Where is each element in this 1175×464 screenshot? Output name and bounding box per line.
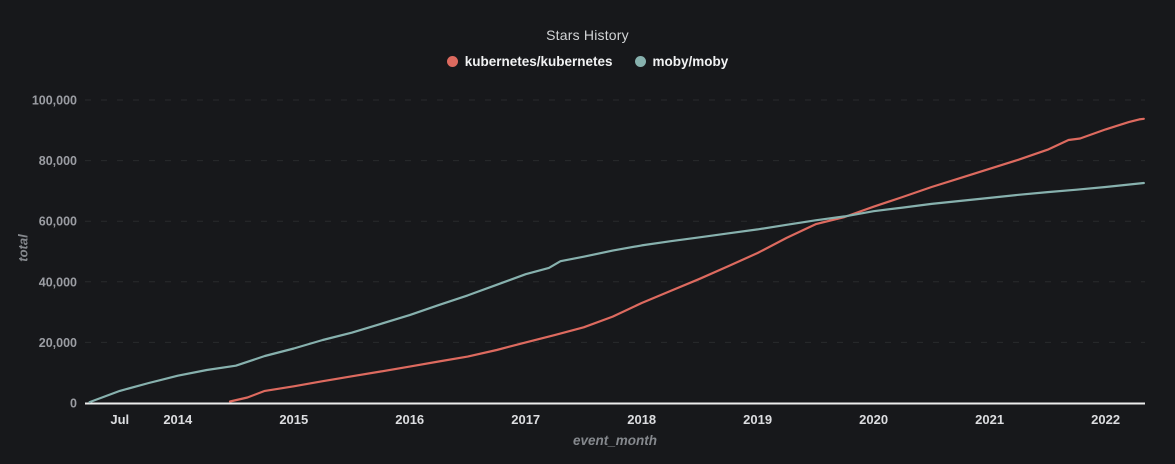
x-tick-label: 2022 — [1091, 412, 1120, 427]
legend: kubernetes/kubernetes moby/moby — [0, 54, 1175, 69]
legend-label: moby/moby — [652, 54, 729, 69]
series-line-moby-moby — [88, 181, 1145, 404]
legend-label: kubernetes/kubernetes — [464, 54, 613, 69]
x-tick-label: 2016 — [395, 412, 424, 427]
legend-dot-icon — [446, 56, 458, 67]
y-tick-label: 80,000 — [39, 154, 77, 168]
x-tick-label: 2015 — [279, 412, 308, 427]
y-tick-label: 0 — [70, 397, 77, 411]
x-tick-label: 2020 — [859, 412, 888, 427]
x-tick-label: 2017 — [511, 412, 540, 427]
y-tick-label: 20,000 — [39, 336, 77, 350]
legend-item-kubernetes-kubernetes[interactable]: kubernetes/kubernetes — [446, 54, 613, 69]
x-tick-label: 2014 — [163, 412, 193, 427]
y-tick-label: 60,000 — [39, 215, 77, 229]
x-tick-label: 2018 — [627, 412, 656, 427]
y-tick-label: 100,000 — [32, 94, 77, 108]
x-tick-label: 2021 — [975, 412, 1004, 427]
x-tick-label: Jul — [110, 412, 129, 427]
legend-dot-icon — [634, 56, 646, 67]
x-axis-title: event_month — [572, 433, 657, 448]
chart-title: Stars History — [546, 27, 629, 43]
y-tick-label: 40,000 — [39, 275, 77, 289]
y-axis-title: total — [15, 234, 31, 262]
series-line-kubernetes-kubernetes — [228, 117, 1145, 403]
x-tick-label: 2019 — [743, 412, 772, 427]
legend-item-moby-moby[interactable]: moby/moby — [634, 54, 729, 69]
